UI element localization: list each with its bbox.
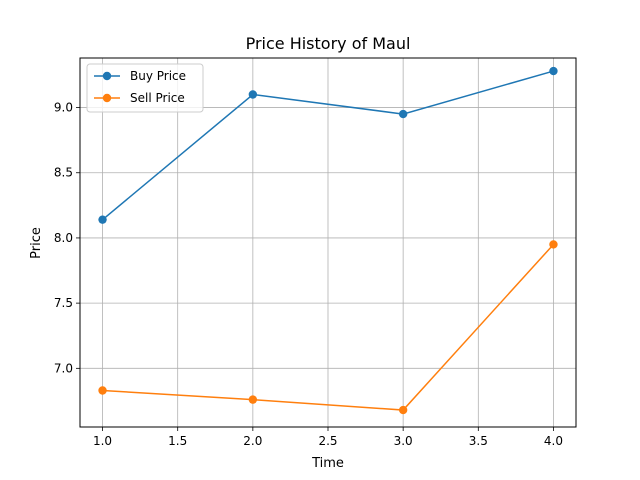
buy-price-point <box>398 109 408 119</box>
x-tick-label: 2.5 <box>318 434 337 448</box>
sell-price-point <box>549 240 558 249</box>
y-tick-label: 8.0 <box>54 231 73 245</box>
chart-title: Price History of Maul <box>246 34 411 53</box>
series-layer <box>98 66 558 415</box>
buy-price-point <box>549 66 558 76</box>
sell-price-line <box>102 243 555 411</box>
sell-price-point <box>248 395 258 404</box>
x-tick-label: 3.0 <box>394 434 413 448</box>
grid <box>80 58 576 427</box>
y-tick-label: 9.0 <box>54 101 73 115</box>
x-tick-label: 4.0 <box>544 434 563 448</box>
y-tick-label: 8.5 <box>54 166 73 180</box>
x-tick-label: 2.0 <box>243 434 262 448</box>
y-tick-label: 7.0 <box>54 361 73 375</box>
x-tick-label: 1.5 <box>168 434 187 448</box>
sell-price-legend-label: Sell Price <box>130 91 185 105</box>
buy-price-line <box>102 70 554 221</box>
buy-price-point <box>248 90 258 99</box>
y-axis-label: Price <box>29 227 44 259</box>
ticks: 1.0 1.5 2.0 2.5 3.0 3.5 4.0 7.0 7.5 8.0 8.5 9.0 <box>54 101 563 448</box>
x-axis-label: Time <box>311 456 344 471</box>
legend: Buy Price Sell Price <box>86 63 204 113</box>
x-tick-label: 3.5 <box>469 434 488 448</box>
y-tick-label: 7.5 <box>54 296 73 310</box>
sell-price-legend-marker <box>102 93 112 103</box>
buy-price-point <box>98 215 107 224</box>
sell-price-point <box>398 405 408 415</box>
sell-price-point <box>98 386 107 395</box>
buy-price-legend-label: Buy Price <box>130 69 186 83</box>
buy-price-legend-marker <box>102 71 112 81</box>
x-tick-label: 1.0 <box>93 434 112 448</box>
